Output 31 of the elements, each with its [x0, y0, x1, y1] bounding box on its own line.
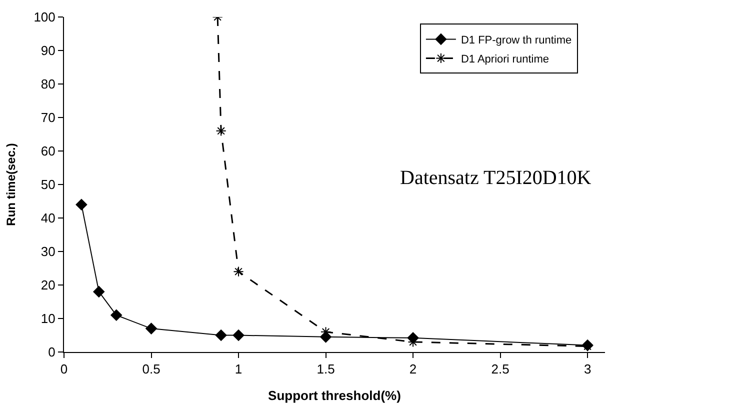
y-tick-label: 10 [40, 311, 56, 326]
point [146, 322, 157, 334]
point [110, 309, 122, 321]
x-tick-label: 2.5 [491, 362, 510, 377]
x-tick-label: 2 [409, 362, 417, 377]
x-tick-label: 0.5 [142, 362, 160, 377]
y-tick-label: 0 [48, 344, 56, 360]
x-tick-label: 3 [584, 362, 592, 377]
y-tick-label: 100 [34, 10, 56, 25]
y-tick-label: 50 [40, 177, 56, 192]
point [215, 330, 227, 341]
point [216, 126, 226, 136]
y-tick-label: 60 [40, 144, 56, 159]
y-tick-label: 40 [40, 210, 56, 226]
x-tick-label: 1 [234, 362, 242, 377]
y-axis-title: Run time(sec.) [4, 143, 18, 226]
x-tick-label: 0 [60, 362, 68, 377]
y-tick-label: 30 [40, 244, 56, 260]
annotation: Datensatz T25I20D10K [400, 167, 592, 189]
point [76, 198, 88, 210]
point [233, 266, 244, 277]
y-tick-label: 70 [40, 110, 56, 126]
y-tick-label: 20 [40, 278, 56, 293]
point [93, 286, 105, 298]
y-tick-label: 90 [40, 43, 56, 58]
point [232, 330, 244, 341]
legend-label: D1 FP-grow th runtime [460, 34, 572, 46]
legend-label: D1 Apriori runtime [460, 53, 549, 66]
y-tick-label: 80 [40, 76, 56, 92]
x-tick-label: 1.5 [316, 362, 335, 377]
x-axis-title: Support threshold(%) [268, 388, 401, 404]
